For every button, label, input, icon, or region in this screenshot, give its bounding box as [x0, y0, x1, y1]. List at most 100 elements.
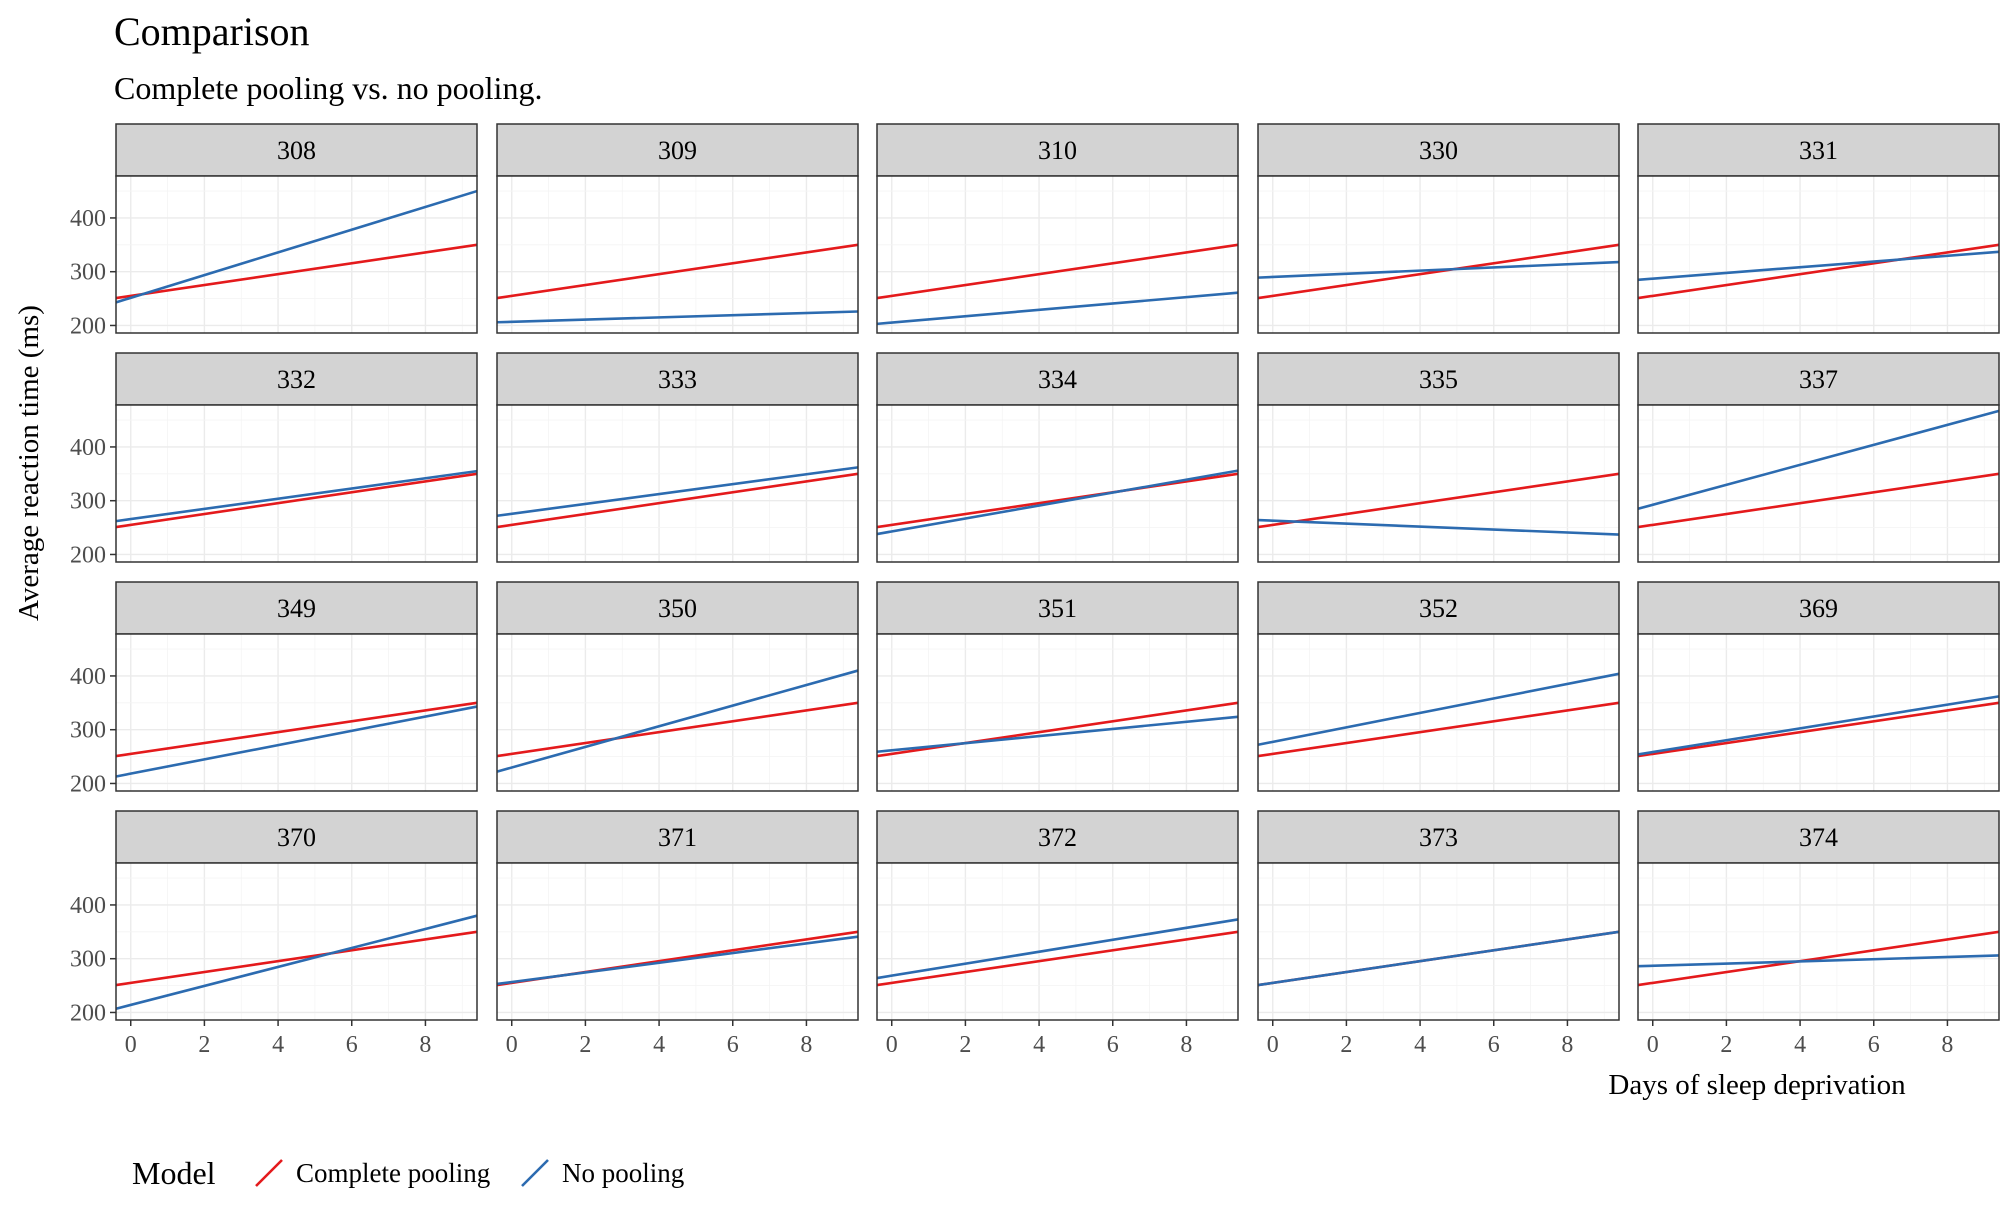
legend-label: Complete pooling — [296, 1158, 490, 1188]
panel-border — [115, 862, 478, 1021]
facet-panel: 330 — [1257, 123, 1620, 334]
x-tick-label: 4 — [1033, 1032, 1045, 1058]
complete-pooling-line — [115, 930, 478, 987]
panel-border — [1637, 175, 2000, 334]
facet-strip — [496, 810, 859, 864]
facet-panel: 352 — [1257, 581, 1620, 792]
facet-strip-label: 372 — [1038, 823, 1077, 852]
x-tick-label: 8 — [1941, 1032, 1953, 1058]
facet-panel: 332 200 300 400 — [70, 352, 478, 568]
panel-border — [1257, 175, 1620, 334]
x-axis-title: Days of sleep deprivation — [1608, 1069, 1906, 1101]
facet-strip — [876, 810, 1239, 864]
complete-pooling-line — [876, 930, 1239, 987]
panel-border — [1637, 404, 2000, 563]
y-tick-label: 200 — [70, 542, 106, 568]
panel-background — [497, 863, 858, 1020]
panel-border — [876, 404, 1239, 563]
no-pooling-line — [1257, 518, 1620, 536]
facet-strip-label: 351 — [1038, 594, 1077, 623]
complete-pooling-line — [115, 472, 478, 529]
no-pooling-line — [1637, 695, 2000, 756]
complete-pooling-line — [876, 472, 1239, 529]
facet-strip — [115, 352, 478, 406]
x-tick-label: 6 — [1488, 1032, 1500, 1058]
panel-background — [497, 176, 858, 333]
facet-panel: 334 — [876, 352, 1239, 563]
panel-background — [877, 634, 1238, 791]
facet-panel: 350 — [496, 581, 859, 792]
panel-background — [497, 405, 858, 562]
x-tick-label: 0 — [506, 1032, 518, 1058]
facet-strip-label: 370 — [277, 823, 316, 852]
x-tick-label: 6 — [727, 1032, 739, 1058]
facet-strip — [115, 581, 478, 635]
facet-strip-label: 352 — [1419, 594, 1458, 623]
facet-panel: 370 200 300 400 0 2 4 6 8 — [70, 810, 478, 1058]
facet-panel: 309 — [496, 123, 859, 334]
x-tick-label: 6 — [1107, 1032, 1119, 1058]
complete-pooling-line — [1637, 472, 2000, 529]
panel-background — [116, 176, 477, 333]
x-tick-label: 2 — [198, 1032, 210, 1058]
facet-panel: 373 0 2 4 6 8 — [1257, 810, 1620, 1058]
legend-title: Model — [132, 1155, 216, 1191]
facet-panel: 372 0 2 4 6 8 — [876, 810, 1239, 1058]
facet-panel: 369 — [1637, 581, 2000, 792]
panel-border — [496, 404, 859, 563]
no-pooling-line — [1257, 930, 1620, 987]
facet-strip-label: 369 — [1799, 594, 1838, 623]
y-tick-label: 300 — [70, 947, 106, 973]
panel-border — [1257, 404, 1620, 563]
panel-background — [1638, 863, 1999, 1020]
panel-border — [1257, 862, 1620, 1021]
y-tick-label: 400 — [70, 206, 106, 232]
legend: Model Complete pooling No pooling — [132, 1155, 684, 1191]
no-pooling-line — [496, 935, 859, 986]
x-tick-label: 2 — [1720, 1032, 1732, 1058]
panel-background — [1638, 405, 1999, 562]
panel-background — [877, 863, 1238, 1020]
no-pooling-line — [1637, 409, 2000, 511]
no-pooling-line — [496, 310, 859, 324]
facet-strip-label: 310 — [1038, 136, 1077, 165]
complete-pooling-line — [876, 243, 1239, 300]
panel-border — [876, 175, 1239, 334]
no-pooling-line — [1257, 672, 1620, 747]
panel-border — [1637, 633, 2000, 792]
complete-pooling-line — [1257, 243, 1620, 300]
facet-strip-label: 333 — [658, 365, 697, 394]
facet-strip-label: 331 — [1799, 136, 1838, 165]
panel-border — [1257, 633, 1620, 792]
facet-panel: 371 0 2 4 6 8 — [496, 810, 859, 1058]
facet-strip-label: 332 — [277, 365, 316, 394]
legend-label: No pooling — [562, 1158, 684, 1188]
panel-background — [116, 405, 477, 562]
facet-strip-label: 308 — [277, 136, 316, 165]
facet-strip-label: 335 — [1419, 365, 1458, 394]
panel-border — [876, 633, 1239, 792]
panel-border — [496, 175, 859, 334]
panel-background — [1258, 176, 1619, 333]
x-tick-label: 2 — [959, 1032, 971, 1058]
complete-pooling-line — [1257, 701, 1620, 758]
x-tick-label: 8 — [1561, 1032, 1573, 1058]
chart-subtitle: Complete pooling vs. no pooling. — [114, 70, 543, 106]
y-tick-label: 200 — [70, 771, 106, 797]
x-tick-label: 4 — [1794, 1032, 1806, 1058]
panel-border — [876, 862, 1239, 1021]
complete-pooling-line — [115, 701, 478, 758]
complete-pooling-line — [115, 243, 478, 300]
facet-strip-label: 349 — [277, 594, 316, 623]
panel-background — [116, 863, 477, 1020]
facet-strip-label: 334 — [1038, 365, 1077, 394]
no-pooling-line — [876, 715, 1239, 754]
x-tick-label: 0 — [886, 1032, 898, 1058]
legend-key — [521, 1159, 549, 1187]
complete-pooling-line — [1257, 472, 1620, 529]
panel-border — [115, 633, 478, 792]
facet-panel: 333 — [496, 352, 859, 563]
panel-background — [1258, 634, 1619, 791]
y-tick-label: 300 — [70, 718, 106, 744]
no-pooling-line — [496, 669, 859, 773]
